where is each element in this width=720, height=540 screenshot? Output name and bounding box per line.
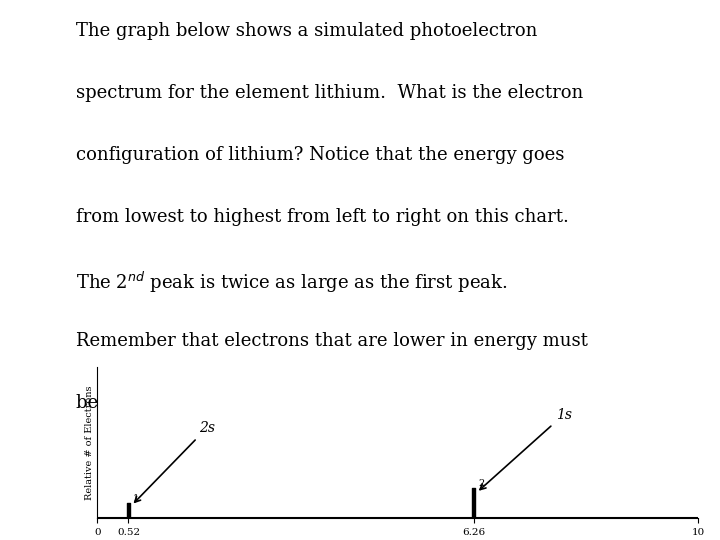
Text: The 2$^{nd}$ peak is twice as large as the first peak.: The 2$^{nd}$ peak is twice as large as t…: [76, 270, 507, 295]
Text: spectrum for the element lithium.  What is the electron: spectrum for the element lithium. What i…: [76, 84, 583, 102]
Text: 2: 2: [478, 479, 485, 488]
Text: Remember that electrons that are lower in energy must: Remember that electrons that are lower i…: [76, 332, 588, 350]
Text: from lowest to highest from left to right on this chart.: from lowest to highest from left to righ…: [76, 208, 569, 226]
Text: configuration of lithium? Notice that the energy goes: configuration of lithium? Notice that th…: [76, 146, 564, 164]
Y-axis label: Relative # of Electrons: Relative # of Electrons: [86, 386, 94, 500]
Text: 2s: 2s: [135, 421, 215, 502]
Text: 1s: 1s: [480, 408, 572, 490]
Text: The graph below shows a simulated photoelectron: The graph below shows a simulated photoe…: [76, 22, 537, 39]
Text: 1: 1: [133, 494, 140, 503]
Text: be farther from the nucleus.: be farther from the nucleus.: [76, 394, 335, 412]
